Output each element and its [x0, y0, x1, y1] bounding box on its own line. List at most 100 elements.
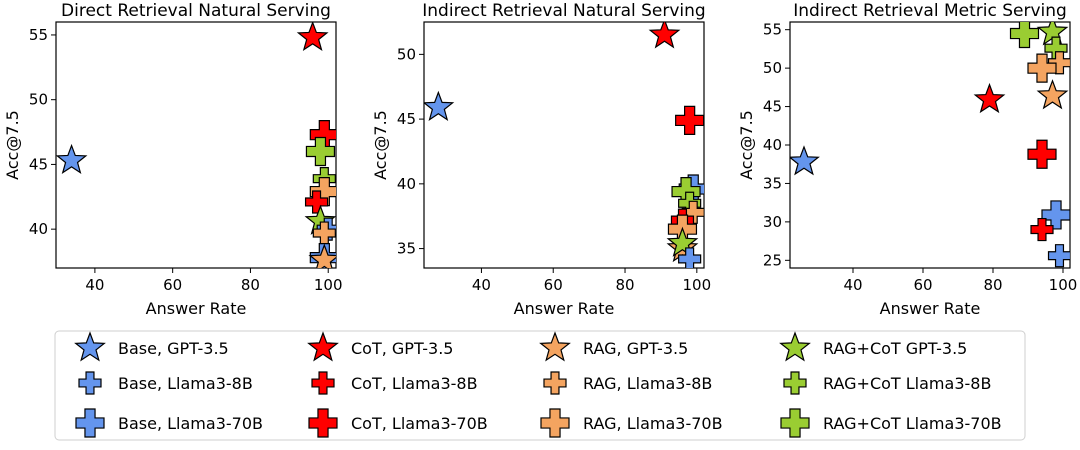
data-points: [790, 22, 1070, 268]
x-axis-label: Answer Rate: [880, 299, 981, 318]
chart-panel-2: Indirect Retrieval Natural Serving 40 60 80…: [371, 1, 711, 318]
legend-label: RAG+CoT Llama3-8B: [823, 374, 991, 393]
y-tick-label: 45: [763, 98, 782, 116]
x-tick-label: 80: [615, 276, 634, 294]
point-base-llama3-8b: [678, 247, 702, 268]
legend-label: CoT, Llama3-8B: [351, 374, 478, 393]
legend-entry-base-gpt-3-5: Base, GPT-3.5: [74, 331, 229, 362]
legend-marker: [780, 408, 810, 438]
legend-marker: [75, 408, 105, 438]
legend-marker: [78, 371, 102, 395]
y-axis-label: Acc@7.5: [371, 110, 390, 180]
y-tick-label: 55: [29, 26, 48, 44]
x-tick-label: 100: [314, 276, 343, 294]
legend-label: CoT, GPT-3.5: [351, 339, 453, 358]
data-points: [56, 22, 336, 268]
legend-label: RAG, Llama3-70B: [583, 414, 723, 433]
chart-panel-3: Indirect Retrieval Metric Serving 40 60 80 1…: [737, 1, 1077, 318]
data-points: [424, 22, 704, 268]
x-axis-label: Answer Rate: [146, 299, 247, 318]
point-cot-gpt-3-5: [648, 22, 681, 49]
point-rag-cot-gpt-3-5: [666, 226, 699, 257]
plot-frame: [789, 21, 1071, 269]
x-tick-label: 40: [843, 276, 862, 294]
x-axis-label: Answer Rate: [514, 299, 615, 318]
legend-marker: [779, 331, 811, 362]
y-tick-label: 50: [29, 91, 48, 109]
legend-entry-rag-llama3-70b: RAG, Llama3-70B: [540, 408, 723, 438]
point-rag-llama3-8b: [1047, 51, 1070, 75]
point-rag-llama3-70b: [309, 177, 336, 207]
x-tick-label: 40: [85, 276, 104, 294]
point-cot-llama3-8b: [1030, 217, 1054, 242]
x-tick-label: 40: [472, 276, 491, 294]
legend-entry-base-llama3-70b: Base, Llama3-70B: [75, 408, 263, 438]
legend-entry-rag-cot-llama3-8b: RAG+CoT Llama3-8B: [783, 371, 991, 395]
legend-entry-cot-llama3-70b: CoT, Llama3-70B: [308, 408, 488, 438]
legend-label: CoT, Llama3-70B: [351, 414, 488, 433]
legend-entry-rag-llama3-8b: RAG, Llama3-8B: [543, 371, 712, 395]
chart-title: Direct Retrieval Natural Serving: [61, 1, 331, 21]
point-cot-gpt-3-5: [296, 22, 329, 52]
y-tick-label: 40: [763, 136, 782, 154]
legend-entry-rag-cot-gpt-3-5: RAG+CoT GPT-3.5: [779, 331, 967, 362]
chart-title: Indirect Retrieval Metric Serving: [793, 1, 1067, 21]
legend-entry-cot-llama3-8b: CoT, Llama3-8B: [311, 371, 478, 395]
point-rag-llama3-70b: [1027, 53, 1057, 83]
legend-marker: [540, 408, 570, 438]
x-tick-label: 80: [241, 276, 260, 294]
legend-marker: [308, 408, 338, 438]
y-tick-label: 50: [763, 59, 782, 77]
legend-label: RAG+CoT Llama3-70B: [823, 414, 1002, 433]
point-rag-cot-llama3-70b: [1009, 22, 1040, 49]
chart-title: Indirect Retrieval Natural Serving: [422, 1, 705, 21]
point-cot-llama3-70b: [1027, 139, 1057, 169]
point-rag-gpt-3-5: [1036, 79, 1069, 110]
y-tick-label: 35: [397, 240, 416, 258]
chart-panel-1: Direct Retrieval Natural Serving 40 60 80 10…: [3, 1, 343, 318]
y-tick-label: 50: [397, 45, 416, 63]
legend-entry-base-llama3-8b: Base, Llama3-8B: [78, 371, 253, 395]
point-rag-cot-llama3-70b: [305, 136, 336, 167]
legend: Base, GPT-3.5 CoT, GPT-3.5 RAG, GPT-3.5 RAG…: [54, 330, 1026, 441]
point-rag-llama3-8b: [681, 200, 704, 224]
point-base-gpt-3-5: [790, 145, 820, 176]
legend-label: Base, Llama3-70B: [118, 414, 263, 433]
y-tick-label: 45: [29, 155, 48, 173]
legend-box: [54, 330, 1026, 441]
point-base-llama3-70b: [1041, 200, 1070, 230]
y-axis-label: Acc@7.5: [3, 110, 22, 180]
y-tick-label: 35: [763, 174, 782, 192]
point-base-llama3-8b: [1047, 244, 1070, 268]
y-tick-label: 40: [29, 220, 48, 238]
point-base-gpt-3-5: [56, 143, 88, 175]
legend-label: RAG, Llama3-8B: [583, 374, 712, 393]
legend-entry-rag-cot-llama3-70b: RAG+CoT Llama3-70B: [780, 408, 1002, 438]
plot-frame: [423, 21, 705, 269]
point-cot-gpt-3-5: [973, 82, 1006, 114]
y-axis-label: Acc@7.5: [737, 110, 756, 180]
legend-marker: [74, 331, 106, 362]
legend-label: RAG, GPT-3.5: [583, 339, 688, 358]
legend-marker: [307, 331, 339, 362]
legend-label: Base, Llama3-8B: [118, 374, 253, 393]
x-tick-label: 100: [683, 276, 712, 294]
legend-marker: [311, 371, 335, 395]
y-tick-label: 55: [763, 21, 782, 39]
y-tick-label: 40: [397, 175, 416, 193]
x-tick-label: 60: [544, 276, 563, 294]
legend-entry-rag-gpt-3-5: RAG, GPT-3.5: [539, 331, 688, 362]
plot-frame: [55, 21, 337, 269]
x-tick-label: 80: [983, 276, 1002, 294]
x-tick-label: 100: [1049, 276, 1078, 294]
x-tick-label: 60: [163, 276, 182, 294]
y-tick-label: 30: [763, 213, 782, 231]
legend-marker: [783, 371, 807, 395]
chart-panels: Direct Retrieval Natural Serving 40 60 80 10…: [3, 1, 1077, 318]
legend-marker: [543, 371, 567, 395]
point-rag-gpt-3-5: [308, 243, 336, 268]
legend-entry-cot-gpt-3-5: CoT, GPT-3.5: [307, 331, 453, 362]
legend-marker: [539, 331, 571, 362]
y-tick-label: 25: [763, 251, 782, 269]
